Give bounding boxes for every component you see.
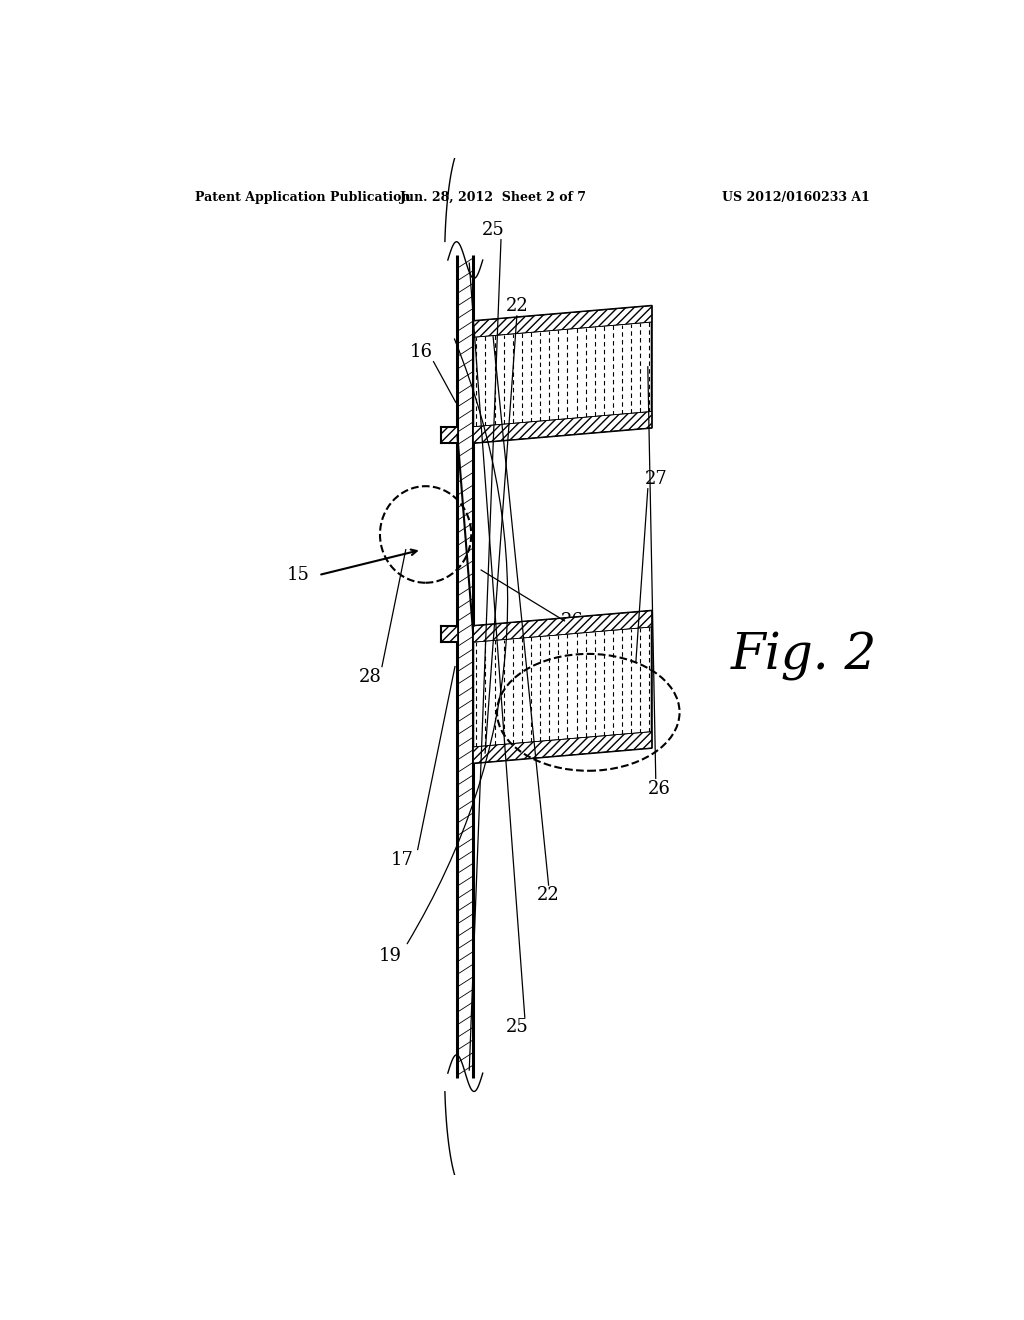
Polygon shape	[473, 731, 652, 763]
Text: 25: 25	[506, 1019, 528, 1036]
Text: 15: 15	[287, 566, 310, 585]
Text: 26: 26	[648, 780, 671, 797]
Polygon shape	[441, 626, 458, 643]
Text: 25: 25	[481, 220, 505, 239]
Text: 16: 16	[411, 342, 433, 360]
Polygon shape	[473, 611, 652, 763]
Text: Patent Application Publication: Patent Application Publication	[196, 191, 411, 203]
Text: Jun. 28, 2012  Sheet 2 of 7: Jun. 28, 2012 Sheet 2 of 7	[399, 191, 587, 203]
Text: 22: 22	[506, 297, 528, 314]
Text: 19: 19	[379, 948, 401, 965]
Polygon shape	[473, 611, 652, 643]
Text: 26: 26	[561, 612, 584, 630]
Polygon shape	[473, 306, 652, 444]
Polygon shape	[473, 306, 652, 338]
Text: 17: 17	[390, 850, 414, 869]
Text: US 2012/0160233 A1: US 2012/0160233 A1	[722, 191, 870, 203]
Text: Fig. 2: Fig. 2	[731, 632, 878, 681]
Polygon shape	[473, 412, 652, 444]
Text: 28: 28	[358, 668, 382, 686]
Polygon shape	[441, 426, 458, 444]
Text: 22: 22	[538, 886, 560, 904]
Text: 27: 27	[644, 470, 667, 487]
